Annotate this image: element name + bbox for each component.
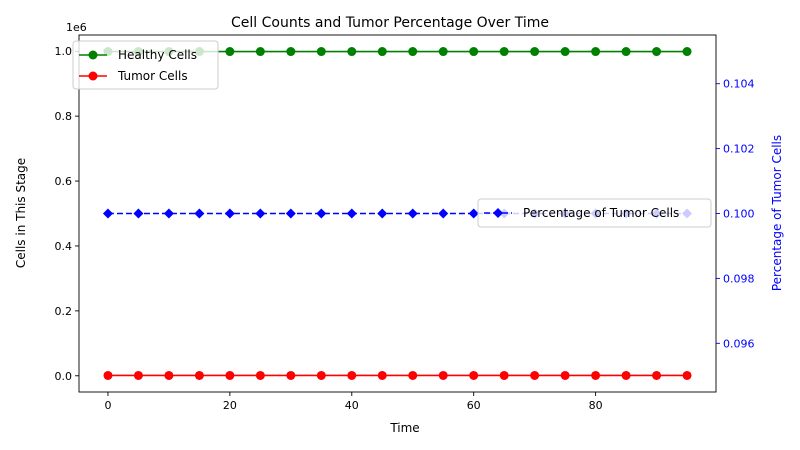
right-y-tick-label: 0.098 <box>723 272 755 285</box>
right-y-tick-label: 0.104 <box>723 78 755 91</box>
healthy-cells-point <box>286 47 296 57</box>
left-y-axis: 0.0 0.2 0.4 0.6 0.8 1.0 <box>55 45 79 383</box>
healthy-cells-point <box>682 47 692 57</box>
right-y-tick-label: 0.096 <box>723 337 755 350</box>
tumor-cells-point <box>103 370 113 380</box>
healthy-cells-point <box>347 47 357 57</box>
tumor-cells-point <box>255 370 265 380</box>
tumor-cells-point <box>438 370 448 380</box>
left-y-axis-label: Cells in This Stage <box>14 158 28 268</box>
percentage-of-tumor-cells-point <box>438 208 449 219</box>
legend-left-box <box>72 40 219 90</box>
tumor-cells-point <box>652 370 662 380</box>
tumor-cells-point <box>499 370 509 380</box>
legend-right: Percentage of Tumor Cells <box>477 198 712 228</box>
legend-healthy-marker <box>88 50 98 60</box>
left-y-tick-label: 0.0 <box>55 370 73 383</box>
tumor-cells-point <box>133 370 143 380</box>
x-tick-label: 20 <box>223 399 237 412</box>
percentage-of-tumor-cells-point <box>407 208 418 219</box>
tumor-cells-point <box>194 370 204 380</box>
tumor-cells-point <box>286 370 296 380</box>
left-axis-multiplier: 1e6 <box>66 21 87 34</box>
x-tick-label: 60 <box>467 399 481 412</box>
tumor-cells-point <box>591 370 601 380</box>
tumor-cells-point <box>408 370 418 380</box>
plot-frame <box>78 34 717 393</box>
legend-left: Healthy Cells Tumor Cells <box>72 40 219 90</box>
percentage-of-tumor-cells-point <box>163 208 174 219</box>
tumor-cells-point <box>164 370 174 380</box>
percentage-of-tumor-cells-point <box>346 208 357 219</box>
tumor-cells-point <box>621 370 631 380</box>
healthy-cells-point <box>316 47 326 57</box>
x-axis: 0 20 40 60 80 <box>104 392 603 412</box>
percentage-of-tumor-cells-point <box>224 208 235 219</box>
healthy-cells-point <box>591 47 601 57</box>
percentage-of-tumor-cells-point <box>133 208 144 219</box>
legend-right-box <box>477 198 712 228</box>
healthy-cells-point <box>652 47 662 57</box>
healthy-cells-point <box>621 47 631 57</box>
tumor-cells-point <box>316 370 326 380</box>
legend-healthy-label: Healthy Cells <box>118 48 197 62</box>
right-y-axis: 0.096 0.098 0.100 0.102 0.104 <box>716 78 755 350</box>
percentage-of-tumor-cells-point <box>285 208 296 219</box>
legend-tumor-marker <box>88 71 98 81</box>
tumor-cells-point <box>560 370 570 380</box>
tumor-cells-point <box>225 370 235 380</box>
right-y-tick-label: 0.102 <box>723 143 755 156</box>
healthy-cells-point <box>408 47 418 57</box>
healthy-cells-point <box>530 47 540 57</box>
x-tick-label: 0 <box>104 399 111 412</box>
tumor-cells-point <box>347 370 357 380</box>
percentage-of-tumor-cells-point <box>194 208 205 219</box>
healthy-cells-point <box>255 47 265 57</box>
left-y-tick-label: 0.6 <box>55 175 73 188</box>
percentage-of-tumor-cells-point <box>102 208 113 219</box>
tumor-cells-point <box>682 370 692 380</box>
x-tick-label: 80 <box>589 399 603 412</box>
percentage-of-tumor-cells-point <box>468 208 479 219</box>
chart-title: Cell Counts and Tumor Percentage Over Ti… <box>231 15 549 31</box>
left-y-tick-label: 0.2 <box>55 305 73 318</box>
healthy-cells-point <box>469 47 479 57</box>
x-tick-label: 40 <box>345 399 359 412</box>
right-y-tick-label: 0.100 <box>723 208 755 221</box>
right-y-axis-label: Percentage of Tumor Cells <box>770 135 784 291</box>
percentage-of-tumor-cells-point <box>255 208 266 219</box>
healthy-cells-point <box>499 47 509 57</box>
percentage-of-tumor-cells-point <box>316 208 327 219</box>
healthy-cells-point <box>225 47 235 57</box>
left-y-tick-label: 0.4 <box>55 240 73 253</box>
legend-tumor-label: Tumor Cells <box>117 69 188 83</box>
left-y-tick-label: 0.8 <box>55 110 73 123</box>
healthy-cells-point <box>438 47 448 57</box>
x-axis-label: Time <box>389 421 419 435</box>
legend-percentage-label: Percentage of Tumor Cells <box>523 206 679 220</box>
left-y-tick-label: 1.0 <box>55 45 73 58</box>
legend-percentage-marker <box>493 208 503 218</box>
healthy-cells-point <box>560 47 570 57</box>
tumor-cells-point <box>530 370 540 380</box>
healthy-cells-point <box>377 47 387 57</box>
percentage-of-tumor-cells-point <box>377 208 388 219</box>
tumor-cells-point <box>469 370 479 380</box>
tumor-cells-point <box>377 370 387 380</box>
